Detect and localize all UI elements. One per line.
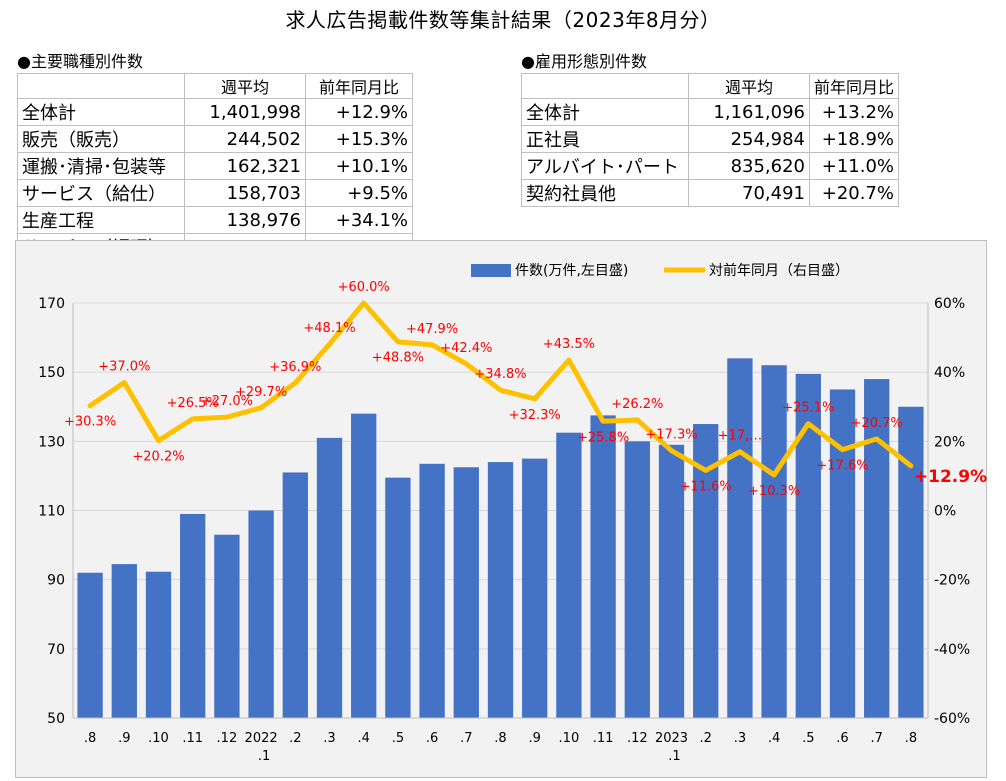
- row-label: 全体計: [521, 98, 689, 126]
- table-row: 全体計 1,161,096 +13.2%: [521, 98, 899, 126]
- weekly-average: 1,401,998: [184, 98, 306, 126]
- column-header: [17, 73, 185, 99]
- table-row: サービス（給仕） 158,703 +9.5%: [17, 179, 413, 207]
- employment-table-block: ●雇用形態別件数 週平均 前年同月比 全体計 1,161,096 +13.2% 正社…: [521, 51, 899, 207]
- yoy-change: +9.5%: [305, 179, 413, 207]
- occupation-table-heading: ●主要職種別件数: [17, 52, 143, 71]
- weekly-average: 158,703: [184, 179, 306, 207]
- row-label: アルバイト･パート: [521, 152, 689, 180]
- page-title: 求人広告掲載件数等集計結果（2023年8月分）: [285, 8, 721, 32]
- row-label: サービス（給仕）: [17, 179, 185, 207]
- table-row: 正社員 254,984 +18.9%: [521, 125, 899, 153]
- occupation-table: 週平均 前年同月比 全体計 1,401,998 +12.9% 販売（販売） 244,5…: [17, 73, 413, 261]
- table-row: 生産工程 138,976 +34.1%: [17, 206, 413, 234]
- table-row: 運搬･清掃･包装等 162,321 +10.1%: [17, 152, 413, 180]
- column-header: 前年同月比: [305, 73, 413, 99]
- yoy-change: +10.1%: [305, 152, 413, 180]
- yoy-change: +12.9%: [305, 98, 413, 126]
- yoy-change: +18.9%: [809, 125, 899, 153]
- yoy-change: +20.7%: [809, 179, 899, 207]
- table-row: 全体計 1,401,998 +12.9%: [17, 98, 413, 126]
- table-row: アルバイト･パート 835,620 +11.0%: [521, 152, 899, 180]
- column-header: [521, 73, 689, 99]
- weekly-average: 70,491: [688, 179, 810, 207]
- weekly-average: 835,620: [688, 152, 810, 180]
- table-row: 販売（販売） 244,502 +15.3%: [17, 125, 413, 153]
- weekly-average: 1,161,096: [688, 98, 810, 126]
- employment-table-heading: ●雇用形態別件数: [521, 52, 647, 71]
- yoy-change: +11.0%: [809, 152, 899, 180]
- column-header: 週平均: [184, 73, 306, 99]
- row-label: 生産工程: [17, 206, 185, 234]
- weekly-average: 162,321: [184, 152, 306, 180]
- table-row: 契約社員他 70,491 +20.7%: [521, 179, 899, 207]
- row-label: 契約社員他: [521, 179, 689, 207]
- row-label: 販売（販売）: [17, 125, 185, 153]
- chart-frame: [15, 240, 987, 778]
- row-label: 全体計: [17, 98, 185, 126]
- weekly-average: 244,502: [184, 125, 306, 153]
- occupation-table-block: ●主要職種別件数 週平均 前年同月比 全体計 1,401,998 +12.9% 販売…: [17, 51, 413, 261]
- weekly-average: 138,976: [184, 206, 306, 234]
- yoy-change: +13.2%: [809, 98, 899, 126]
- weekly-average: 254,984: [688, 125, 810, 153]
- employment-table: 週平均 前年同月比 全体計 1,161,096 +13.2% 正社員 254,984 +…: [521, 73, 899, 207]
- row-label: 正社員: [521, 125, 689, 153]
- yoy-change: +34.1%: [305, 206, 413, 234]
- column-header: 前年同月比: [809, 73, 899, 99]
- column-header: 週平均: [688, 73, 810, 99]
- row-label: 運搬･清掃･包装等: [17, 152, 185, 180]
- yoy-change: +15.3%: [305, 125, 413, 153]
